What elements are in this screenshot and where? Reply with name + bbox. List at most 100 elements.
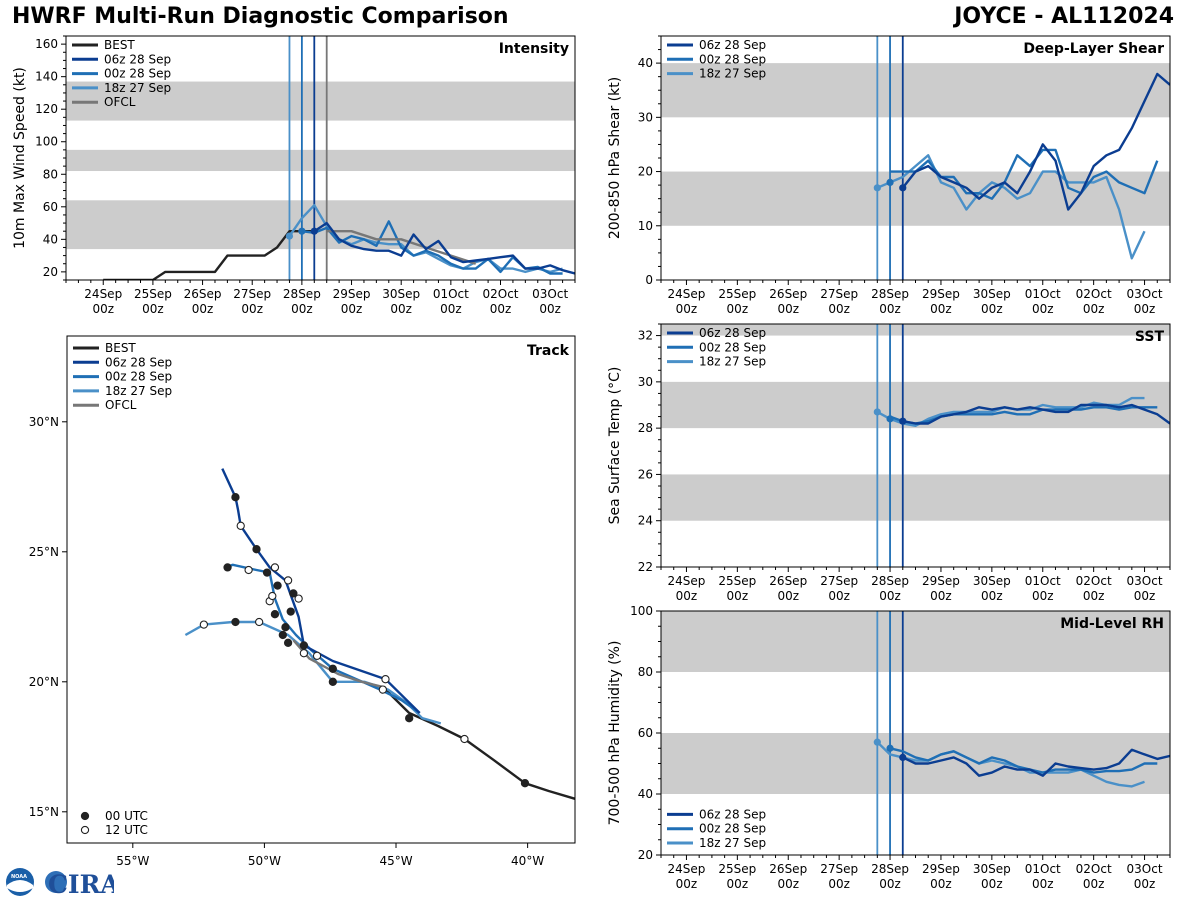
intensity-xtick-label: 24Sep	[84, 287, 122, 301]
intensity-init-marker	[310, 227, 318, 235]
rh-xtick-label: 00z	[727, 877, 749, 891]
rh-title: Mid-Level RH	[1060, 616, 1164, 632]
track-plot-area	[184, 468, 575, 800]
intensity-xtick-label: 00z	[440, 302, 462, 316]
sst-title: SST	[1135, 329, 1165, 345]
shear-xtick-label: 24Sep	[668, 287, 706, 301]
shear-xtick-label: 00z	[981, 302, 1003, 316]
intensity-band	[66, 149, 575, 172]
track-legend-label: 18z 27 Sep	[105, 384, 172, 398]
intensity-series-line	[103, 229, 315, 280]
rh-legend-label: 06z 28 Sep	[699, 807, 766, 821]
shear-init-marker	[873, 184, 881, 192]
cira-logo-text: CIRA	[48, 870, 114, 898]
intensity-xtick-label: 00z	[490, 302, 512, 316]
sst-xtick-label: 24Sep	[668, 574, 706, 588]
track-marker-legend-label: 12 UTC	[105, 823, 148, 837]
sst-xtick-label: 00z	[727, 589, 749, 603]
intensity-xtick-label: 27Sep	[233, 287, 271, 301]
sst-series-line	[902, 403, 1170, 425]
sst-xtick-label: 00z	[828, 589, 850, 603]
rh-xtick-label: 24Sep	[668, 862, 706, 876]
shear-series-line	[876, 154, 1146, 260]
shear-xtick-label: 00z	[1134, 302, 1156, 316]
rh-ytick-label: 100	[630, 604, 653, 618]
intensity-xtick-label: 00z	[142, 302, 164, 316]
track-marker-00utc	[262, 568, 272, 577]
page-title: HWRF Multi-Run Diagnostic Comparison	[12, 4, 509, 29]
track-marker-00utc	[405, 714, 414, 723]
track-marker-00utc	[520, 779, 530, 788]
shear-init-marker	[886, 178, 894, 186]
track-marker-12utc	[254, 617, 264, 627]
track-ytick-label: 20°N	[29, 675, 59, 689]
sst-init-marker	[899, 417, 907, 425]
shear-series-line	[890, 148, 1159, 200]
sst-chart: 22242628303224Sep00z25Sep00z26Sep00z27Se…	[607, 323, 1171, 603]
intensity-legend-label: 18z 27 Sep	[104, 81, 171, 95]
shear-ytick-label: 10	[638, 219, 653, 233]
intensity-xtick-label: 29Sep	[333, 287, 371, 301]
track-marker-00utc	[270, 610, 280, 619]
intensity-legend-label: 00z 28 Sep	[104, 67, 171, 81]
intensity-ytick-label: 40	[43, 232, 58, 246]
track-xtick-label: 45°W	[379, 854, 412, 868]
shear-chart: 01020304024Sep00z25Sep00z26Sep00z27Sep00…	[607, 35, 1171, 316]
track-marker-legend-symbol	[80, 811, 90, 821]
track-legend-label: OFCL	[105, 398, 137, 412]
sst-ytick-label: 26	[638, 467, 653, 481]
shear-legend-label: 06z 28 Sep	[699, 38, 766, 52]
intensity-init-marker	[298, 227, 306, 235]
shear-xtick-label: 00z	[1032, 302, 1054, 316]
intensity-plot-area	[66, 36, 575, 280]
rh-xtick-label: 02Oct	[1076, 862, 1112, 876]
rh-xtick-label: 28Sep	[871, 862, 909, 876]
track-marker-12utc	[244, 565, 253, 575]
shear-band	[661, 171, 1170, 226]
rh-ytick-label: 20	[638, 848, 653, 862]
track-marker-legend-label: 00 UTC	[105, 809, 148, 823]
shear-xtick-label: 02Oct	[1076, 287, 1112, 301]
intensity-ytick-label: 160	[35, 37, 58, 51]
intensity-xtick-label: 03Oct	[532, 287, 568, 301]
shear-plot-area	[661, 36, 1170, 280]
rh-xtick-label: 00z	[1032, 877, 1054, 891]
shear-init-marker	[899, 184, 907, 192]
rh-init-marker	[899, 753, 907, 762]
sst-band	[661, 474, 1170, 521]
intensity-ytick-label: 100	[35, 135, 58, 149]
shear-xtick-label: 00z	[676, 302, 698, 316]
track-legend-label: 00z 28 Sep	[105, 370, 172, 384]
rh-ytick-label: 60	[638, 726, 653, 740]
rh-xtick-label: 00z	[879, 877, 901, 891]
noaa-bird-shape	[7, 880, 33, 892]
intensity-xtick-label: 00z	[341, 302, 363, 316]
track-marker-12utc	[236, 521, 245, 530]
track-marker-00utc	[231, 617, 240, 627]
rh-init-marker	[873, 738, 881, 746]
sst-legend-label: 00z 28 Sep	[699, 340, 766, 354]
sst-xtick-label: 30Sep	[973, 574, 1011, 588]
track-ytick-label: 25°N	[29, 545, 59, 559]
track-marker-legend-symbol	[80, 825, 90, 835]
track-series-line	[221, 468, 421, 714]
intensity-ytick-label: 20	[43, 265, 58, 279]
shear-xtick-label: 00z	[930, 302, 952, 316]
track-marker-00utc	[273, 581, 282, 590]
intensity-ytick-label: 120	[35, 102, 58, 116]
intensity-init-marker	[285, 232, 294, 240]
rh-xtick-label: 00z	[981, 877, 1003, 891]
intensity-xtick-label: 00z	[291, 302, 313, 316]
track-marker-00utc	[328, 664, 337, 673]
track-legend-label: 06z 28 Sep	[105, 355, 172, 369]
cira-globe-icon	[45, 871, 67, 893]
sst-xtick-label: 00z	[981, 589, 1003, 603]
rh-xtick-label: 30Sep	[973, 862, 1011, 876]
track-marker-12utc	[378, 685, 388, 694]
sst-ytick-label: 24	[638, 514, 653, 528]
track-frame	[66, 335, 576, 844]
intensity-ylabel: 10m Max Wind Speed (kt)	[12, 67, 28, 249]
sst-xtick-label: 25Sep	[718, 574, 756, 588]
track-marker-00utc	[278, 630, 287, 640]
track-map: 55°W 50°W 45°W 40°W 15°N 20°N 25°N 30°N Track BES…	[29, 335, 576, 868]
